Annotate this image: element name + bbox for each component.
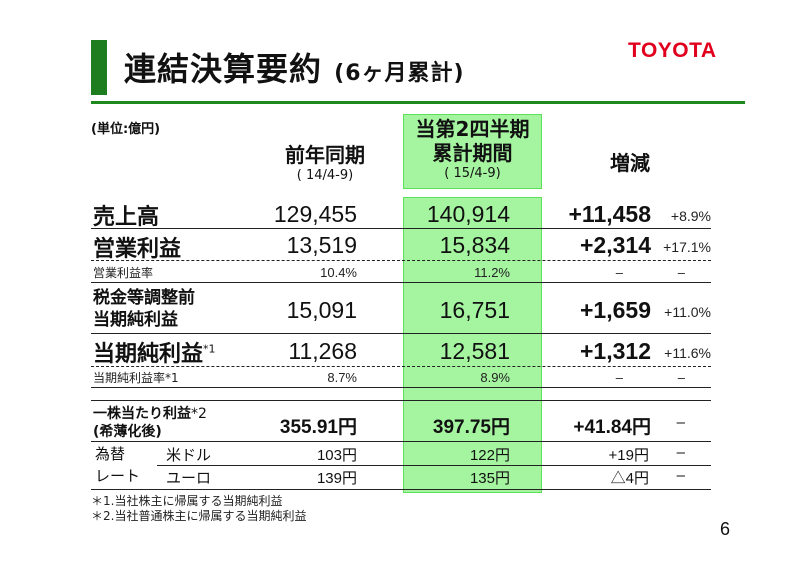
net-income-label: 当期純利益: [93, 342, 204, 367]
net-margin-change: –: [615, 370, 623, 385]
column-header-prior: 前年同期 ( 14/4-9): [255, 143, 395, 185]
op-margin-change: –: [615, 265, 623, 280]
pretax-label-line2: 当期純利益: [93, 310, 178, 330]
title-subtitle: (6ヶ月累計): [334, 61, 465, 86]
row-label-net-margin: 当期純利益率*1: [93, 371, 179, 385]
row-divider: [91, 228, 711, 229]
row-label-pretax-income: 税金等調整前 当期純利益: [93, 287, 195, 331]
section-divider: [91, 400, 711, 401]
prior-label: 前年同期: [285, 143, 365, 167]
row-label-sales: 売上高: [93, 205, 160, 230]
net-income-current: 12,581: [439, 338, 510, 364]
current-label-line1: 当第2四半期: [415, 117, 530, 141]
eps-note: *2: [191, 406, 207, 422]
row-label-operating-margin: 営業利益率: [93, 266, 154, 280]
op-margin-change-pct: –: [677, 265, 685, 280]
table-bottom-border: [91, 489, 711, 490]
eps-prior: 355.91円: [279, 417, 357, 438]
fx-usd-prior: 103円: [316, 447, 357, 464]
row-divider: [91, 441, 711, 442]
fx-eur-label: ユーロ: [166, 470, 212, 487]
title-accent-bar: [91, 40, 107, 95]
op-income-change: +2,314: [580, 232, 651, 258]
pretax-prior: 15,091: [286, 297, 357, 323]
pretax-change: +1,659: [580, 297, 651, 323]
current-label-line2: 累計期間: [432, 141, 513, 165]
sales-change: +11,458: [568, 201, 651, 227]
sales-prior: 129,455: [273, 201, 357, 227]
op-margin-current: 11.2%: [474, 265, 510, 280]
row-divider-dashed: [91, 366, 711, 367]
current-period-column-highlight: [403, 197, 542, 493]
op-margin-prior: 10.4%: [320, 265, 357, 280]
row-label-net-income: 当期純利益*1: [93, 336, 216, 368]
pretax-change-pct: +11.0%: [664, 304, 711, 320]
title-main: 連結決算要約: [124, 50, 323, 88]
fx-group-label: 為替 レート: [95, 444, 140, 488]
eps-change-pct: –: [676, 414, 685, 431]
fx-eur-change-pct: –: [676, 467, 685, 484]
eps-current: 397.75円: [432, 417, 510, 438]
unit-label: (単位:億円): [91, 122, 161, 137]
fx-usd-change-pct: –: [676, 444, 685, 461]
fx-usd-change: +19円: [608, 447, 649, 464]
net-margin-current: 8.9%: [480, 370, 510, 385]
row-divider: [91, 387, 711, 388]
column-header-change: 増減: [570, 151, 690, 175]
row-divider: [91, 282, 711, 283]
footnote-2: ＊2.当社普通株主に帰属する当期純利益: [91, 509, 307, 523]
current-period: ( 15/4-9): [444, 166, 501, 181]
net-margin-change-pct: –: [677, 370, 685, 385]
net-income-change: +1,312: [580, 338, 651, 364]
eps-change: +41.84円: [573, 417, 651, 438]
title-divider: [91, 101, 745, 104]
fx-eur-prior: 139円: [316, 470, 357, 487]
fx-eur-current: 135円: [469, 470, 510, 487]
fx-group-line1: 為替: [95, 446, 126, 463]
net-income-change-pct: +11.6%: [664, 345, 711, 361]
fx-usd-label: 米ドル: [166, 447, 212, 464]
fx-eur-change: △4円: [610, 470, 649, 487]
op-income-prior: 13,519: [286, 232, 357, 258]
toyota-logo: TOYOTA: [628, 39, 717, 62]
net-income-note: *1: [203, 342, 216, 356]
current-period-header-highlight: [403, 114, 542, 189]
sales-current: 140,914: [426, 201, 510, 227]
row-divider-dashed: [91, 260, 711, 261]
net-margin-prior: 8.7%: [327, 370, 357, 385]
pretax-current: 16,751: [439, 297, 510, 323]
row-divider: [157, 465, 711, 466]
row-label-eps: 一株当たり利益*2 (希薄化後): [93, 405, 207, 441]
net-income-prior: 11,268: [288, 338, 357, 364]
page-title: 連結決算要約 (6ヶ月累計): [124, 44, 465, 90]
pretax-label-line1: 税金等調整前: [93, 288, 195, 308]
fx-group-line2: レート: [95, 468, 141, 485]
column-header-current: 当第2四半期 累計期間 ( 15/4-9): [403, 117, 542, 183]
sales-change-pct: +8.9%: [670, 208, 711, 224]
fx-usd-current: 122円: [469, 447, 510, 464]
footnote-1: ＊1.当社株主に帰属する当期純利益: [91, 494, 283, 508]
eps-label-line1: 一株当たり利益: [93, 406, 191, 422]
op-income-current: 15,834: [439, 232, 510, 258]
eps-label-line2: (希薄化後): [93, 424, 162, 440]
page-number: 6: [720, 519, 731, 539]
change-label: 増減: [610, 151, 650, 175]
prior-period: ( 14/4-9): [296, 168, 354, 183]
row-divider: [91, 333, 711, 334]
row-label-operating-income: 営業利益: [93, 237, 182, 262]
op-income-change-pct: +17.1%: [663, 239, 711, 255]
